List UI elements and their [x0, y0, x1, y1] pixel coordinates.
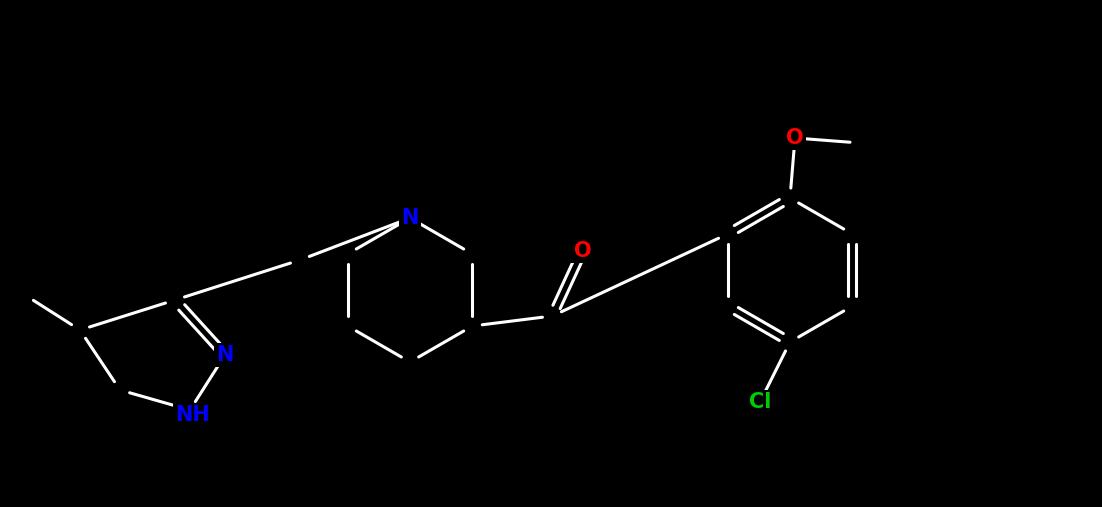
Text: NH: NH — [174, 405, 209, 425]
Text: N: N — [401, 208, 419, 228]
Text: O: O — [786, 128, 803, 148]
Text: Cl: Cl — [749, 392, 771, 412]
Text: O: O — [573, 241, 591, 261]
Text: N: N — [216, 345, 234, 365]
